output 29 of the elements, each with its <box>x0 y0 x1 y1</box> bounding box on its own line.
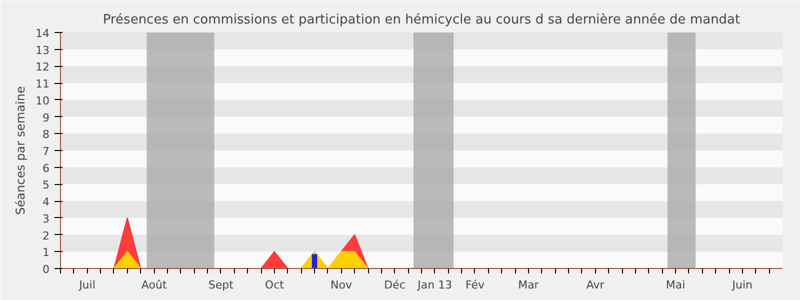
chart-title: Présences en commissions et participation en hémicycle au cours d sa dernière année de mandat <box>102 12 740 28</box>
x-tick-label: Août <box>141 278 168 292</box>
y-tick-label: 3 <box>42 212 50 226</box>
x-tick-label: Fév <box>465 278 485 292</box>
y-tick-label: 11 <box>36 78 50 91</box>
y-tick-label: 2 <box>42 229 50 242</box>
y-tick-label: 0 <box>42 263 50 276</box>
y-tick-label: 8 <box>42 128 50 142</box>
x-tick-label: Sept <box>208 278 234 292</box>
y-tick-label: 10 <box>36 94 50 108</box>
x-tick-label: Oct <box>264 278 285 292</box>
x-tick-label: Avr <box>586 278 605 292</box>
x-tick-label: Jan 13 <box>416 278 452 292</box>
x-tick-label: Nov <box>330 278 352 292</box>
y-tick-label: 5 <box>42 178 50 192</box>
y-tick-label: 9 <box>42 111 50 124</box>
y-tick-label: 1 <box>42 246 50 260</box>
y-tick-label: 12 <box>36 60 50 74</box>
x-tick-label: Mar <box>518 278 540 292</box>
y-axis-title: Séances par semaine <box>14 86 28 215</box>
y-tick-label: 14 <box>36 27 50 40</box>
x-tick-label: Mai <box>666 278 686 292</box>
y-tick-label: 7 <box>42 145 50 158</box>
y-tick-label: 4 <box>42 196 50 209</box>
x-tick-label: Déc <box>384 278 406 292</box>
y-tick-label: 13 <box>36 44 50 57</box>
x-tick-label: Juin <box>731 278 753 292</box>
x-tick-label: Juil <box>78 278 96 292</box>
y-tick-label: 6 <box>42 162 50 175</box>
